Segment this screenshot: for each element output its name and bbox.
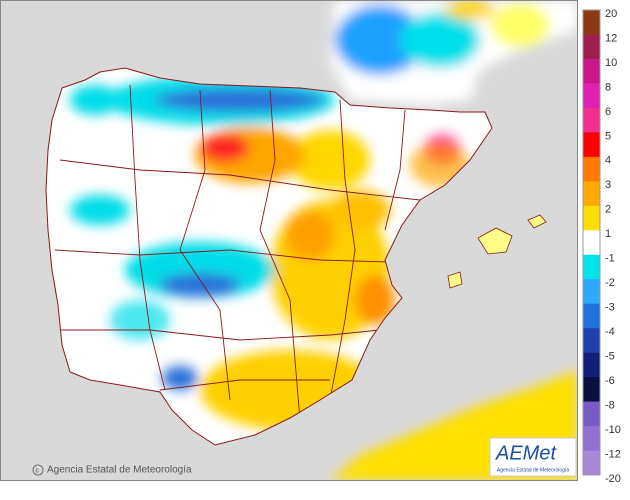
france-field (330, 1, 577, 105)
legend-label: -4 (605, 326, 615, 338)
logo-box (489, 437, 577, 477)
legend-swatch (583, 401, 600, 427)
legend-label: -12 (605, 448, 621, 460)
logo-mark: AEMet (495, 442, 557, 464)
legend-swatch (583, 58, 600, 84)
legend-swatch (583, 230, 600, 256)
logo-caption: Agencia Estatal de Meteorología (497, 467, 569, 473)
region-borders (54, 84, 421, 421)
legend-label: 5 (605, 130, 611, 142)
credit-group: c Agencia Estatal de Meteorología (32, 464, 192, 476)
legend-swatch (583, 303, 600, 329)
legend-swatch (583, 377, 600, 403)
legend-label: 6 (605, 106, 611, 118)
legend-swatch (583, 352, 600, 378)
legend-label: -8 (605, 399, 615, 411)
copyright-icon (32, 464, 44, 476)
legend-swatch (583, 156, 600, 182)
legend-swatch (583, 328, 600, 354)
legend-swatch (583, 34, 600, 60)
legend: 20 12 10 8 6 5 4 3 2 1 -1 -2 -3 -4 -5 -6 -8 -10 -12 -20 (582, 8, 621, 485)
credit-text: Agencia Estatal de Meteorología (47, 465, 192, 476)
legend-swatch (583, 205, 600, 231)
legend-label: -3 (605, 302, 615, 314)
legend-label: 1 (605, 228, 611, 240)
copyright-c: c (36, 467, 40, 474)
legend-swatch (583, 181, 600, 207)
legend-label: 12 (605, 32, 617, 44)
legend-label: 2 (605, 204, 611, 216)
legend-swatch (583, 279, 600, 305)
logo: AEMet Agencia Estatal de Meteorología (489, 437, 577, 477)
legend-label: -6 (605, 375, 615, 387)
map-frame (0, 0, 578, 481)
legend-swatch (583, 10, 600, 35)
legend-label: -5 (605, 351, 615, 363)
legend-swatch (583, 426, 600, 452)
ibiza (447, 271, 463, 289)
menorca (527, 214, 547, 229)
mallorca (477, 227, 513, 255)
map-area (1, 1, 577, 480)
legend-label: 4 (605, 155, 611, 167)
legend-label: 8 (605, 81, 611, 93)
legend-label: 3 (605, 179, 611, 191)
legend-swatch (583, 254, 600, 280)
legend-label: -1 (605, 253, 615, 265)
legend-label: -10 (605, 424, 621, 436)
legend-label: -2 (605, 277, 615, 289)
legend-swatch (583, 83, 600, 109)
legend-label: 20 (605, 8, 617, 20)
legend-swatch (583, 450, 600, 476)
legend-swatch (583, 107, 600, 133)
legend-label: 10 (605, 57, 617, 69)
legend-frame (582, 9, 601, 476)
legend-label: -20 (605, 473, 621, 485)
legend-swatch (583, 132, 600, 158)
